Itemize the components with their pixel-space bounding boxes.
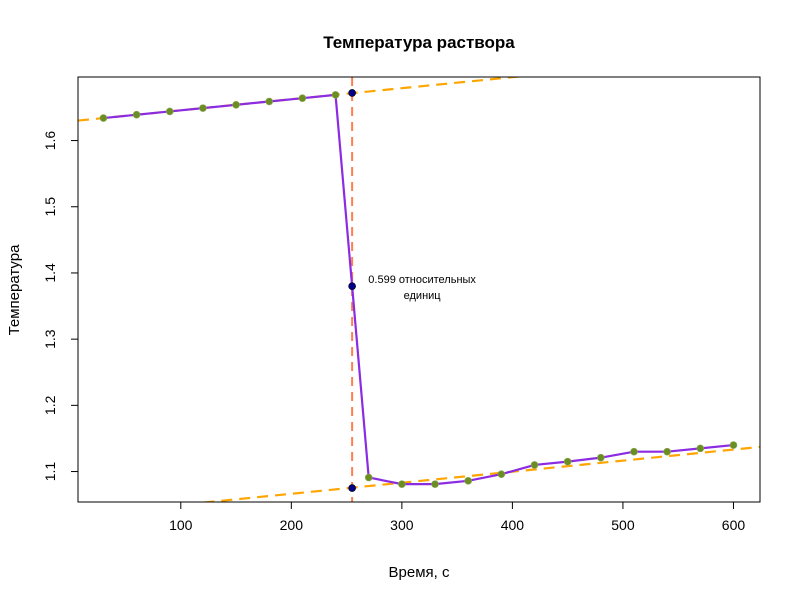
data-point	[331, 91, 340, 99]
data-point	[597, 453, 605, 462]
data-point	[729, 441, 738, 449]
data-point	[132, 110, 141, 119]
series-points	[99, 91, 738, 488]
y-axis-title: Температура	[6, 244, 23, 336]
data-point	[298, 94, 307, 102]
marker-point	[348, 282, 356, 290]
y-tick-label: 1.5	[42, 197, 58, 217]
data-point	[232, 101, 240, 109]
y-tick-label: 1.6	[42, 131, 58, 151]
plot-area	[78, 77, 760, 502]
data-point	[563, 457, 572, 466]
x-tick-label: 200	[280, 517, 304, 533]
series-line	[103, 93, 734, 486]
y-tick-label: 1.4	[42, 263, 58, 283]
plot-frame	[77, 76, 761, 503]
data-point	[398, 480, 406, 488]
data-point	[497, 470, 506, 478]
x-axis-title: Время, с	[389, 564, 450, 581]
x-tick-label: 500	[611, 517, 635, 533]
x-tick-label: 300	[390, 517, 414, 533]
y-axis: 1.1 1.2 1.3 1.4 1.5 1.6	[42, 131, 78, 482]
fit-line	[198, 445, 760, 502]
y-tick-label: 1.1	[42, 462, 58, 482]
x-tick-label: 600	[722, 517, 746, 533]
chart-title: Температура раствора	[323, 33, 515, 52]
marker-point	[348, 89, 356, 97]
data-point	[696, 444, 705, 453]
data-point	[431, 480, 439, 488]
y-tick-label: 1.3	[42, 329, 58, 349]
x-tick-label: 100	[169, 517, 193, 533]
data-point	[99, 114, 108, 122]
data-point	[630, 447, 638, 456]
data-point	[530, 461, 539, 469]
data-point	[663, 447, 671, 456]
marker-points	[348, 89, 356, 492]
data-point	[165, 107, 174, 116]
x-axis: 100 200 300 400 500 600	[169, 502, 745, 533]
x-tick-label: 400	[501, 517, 525, 533]
annotation-text-line2: единиц	[404, 290, 442, 302]
annotation-text-line1: 0.599 относительных	[368, 274, 476, 286]
data-point	[265, 97, 274, 106]
data-point	[464, 477, 472, 485]
marker-point	[348, 484, 356, 492]
data-point	[199, 104, 207, 112]
y-tick-label: 1.2	[42, 395, 58, 415]
data-point	[364, 473, 373, 482]
